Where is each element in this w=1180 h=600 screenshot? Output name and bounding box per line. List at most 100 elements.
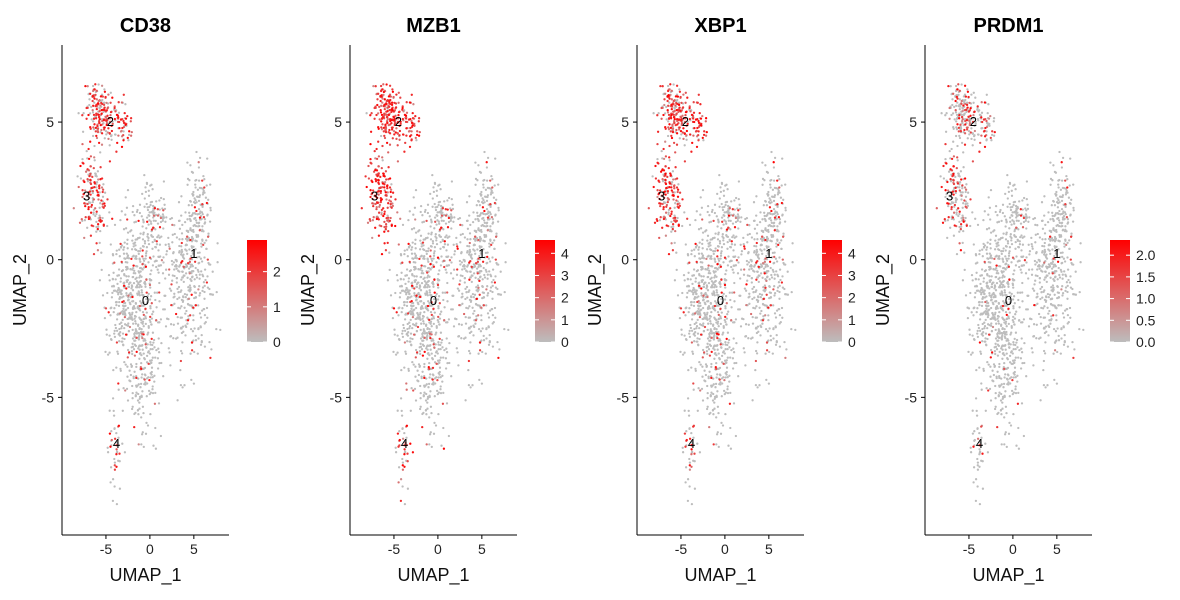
cell-point: [158, 226, 162, 229]
cell-point: [116, 141, 119, 145]
cell-point: [483, 221, 486, 224]
cell-point: [206, 286, 210, 289]
cell-point: [384, 123, 387, 126]
cell-point: [404, 114, 408, 117]
cell-point: [759, 324, 762, 327]
cell-point: [87, 205, 90, 209]
cell-point: [198, 273, 201, 276]
cell-point: [134, 264, 138, 268]
cell-point: [692, 304, 696, 308]
cell-point: [755, 305, 758, 308]
cell-point: [157, 347, 160, 350]
cell-point: [370, 162, 373, 165]
cell-point: [439, 343, 442, 347]
cell-point: [766, 265, 769, 268]
cell-point: [411, 111, 414, 115]
cell-point: [425, 250, 428, 253]
cell-point: [396, 351, 399, 354]
legend-tick-label: 2: [561, 290, 569, 306]
cell-point: [144, 254, 148, 257]
cell-point: [752, 201, 756, 204]
cell-point: [371, 189, 375, 192]
cell-point: [477, 263, 480, 266]
cell-point: [379, 84, 383, 88]
cell-point: [125, 287, 128, 290]
cell-point: [380, 166, 383, 170]
cell-point: [127, 133, 131, 137]
cell-point: [417, 120, 420, 123]
cell-point: [708, 214, 711, 217]
cell-point: [188, 304, 192, 307]
cell-point: [418, 248, 422, 251]
cell-point: [177, 306, 180, 310]
cell-point: [486, 312, 490, 315]
cell-point: [99, 123, 102, 127]
cell-point: [432, 283, 435, 286]
cell-point: [131, 328, 134, 332]
cell-point: [131, 307, 135, 310]
cell-point: [194, 219, 198, 222]
cell-point: [429, 310, 433, 314]
cell-point: [764, 314, 767, 317]
cell-point: [472, 312, 475, 315]
cell-point: [428, 318, 431, 322]
cell-point: [208, 220, 212, 223]
cell-point: [159, 196, 163, 200]
cell-point: [97, 178, 100, 181]
cell-point: [390, 103, 394, 107]
cell-point: [388, 93, 392, 96]
cell-point: [391, 108, 394, 111]
cell-point: [189, 352, 192, 355]
cell-point: [712, 337, 715, 340]
cell-point: [427, 386, 430, 389]
cell-point: [144, 285, 147, 288]
cell-point: [141, 310, 145, 314]
cell-point: [423, 362, 426, 366]
cell-point: [755, 327, 758, 330]
cell-point: [446, 361, 449, 365]
cell-point: [476, 260, 480, 264]
cell-point: [478, 204, 482, 207]
cell-point: [485, 179, 489, 182]
cell-point: [148, 298, 152, 301]
cell-point: [201, 289, 204, 293]
cell-point: [771, 225, 775, 228]
cell-point: [757, 274, 760, 277]
legend-tick-label: 0: [561, 334, 569, 350]
cell-point: [374, 178, 377, 181]
cell-point: [149, 391, 153, 394]
cell-point: [398, 306, 401, 309]
cell-point: [778, 256, 781, 259]
cell-point: [381, 159, 384, 162]
cell-point: [704, 268, 707, 271]
cell-point: [413, 252, 416, 255]
cell-point: [448, 235, 451, 238]
cell-point: [464, 287, 467, 291]
cell-point: [148, 219, 151, 222]
cell-point: [474, 252, 477, 255]
cell-point: [473, 309, 476, 313]
cell-point: [388, 128, 391, 132]
cell-point: [407, 280, 410, 283]
cell-point: [404, 313, 407, 316]
cell-point: [734, 216, 738, 220]
panel-title: CD38: [120, 15, 171, 37]
cell-point: [419, 352, 422, 356]
cell-point: [667, 120, 670, 123]
cell-point: [146, 343, 149, 346]
cell-point: [376, 112, 380, 115]
cell-point: [126, 255, 129, 258]
cell-point: [460, 252, 463, 255]
cell-point: [410, 246, 414, 249]
cell-point: [416, 311, 419, 315]
cell-point: [442, 219, 445, 223]
cell-point: [724, 307, 727, 310]
cell-point: [461, 232, 464, 236]
cell-point: [491, 222, 494, 225]
cell-point: [437, 412, 440, 416]
cell-point: [181, 276, 184, 279]
cell-point: [673, 187, 676, 190]
cell-point: [123, 274, 126, 277]
cell-point: [413, 294, 416, 297]
cell-point: [766, 212, 770, 215]
